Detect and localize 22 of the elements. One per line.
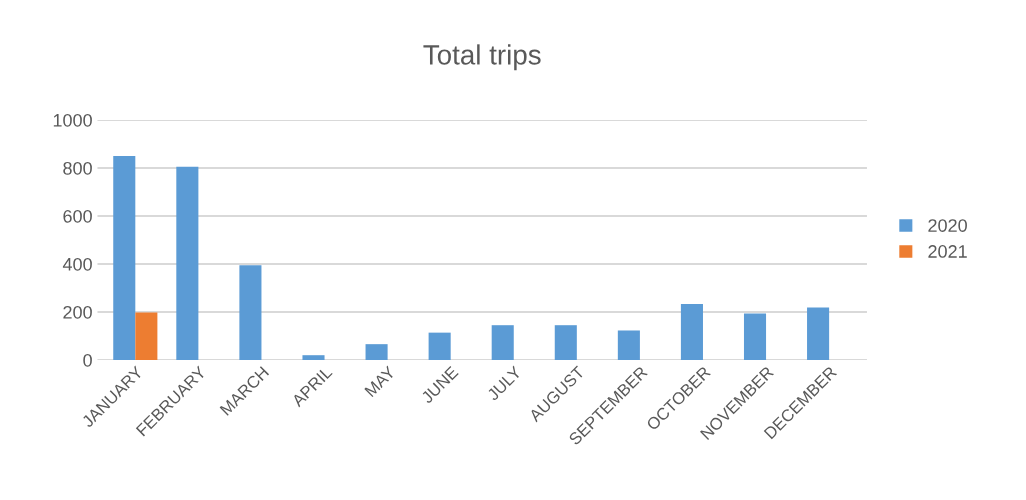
bar — [302, 355, 325, 360]
y-tick-label: 0 — [83, 353, 92, 367]
bar — [135, 312, 158, 360]
y-tick-label: 400 — [62, 257, 92, 271]
y-tick-label: 1000 — [53, 113, 92, 127]
y-tick-label: 600 — [63, 209, 92, 223]
chart-title: Total trips — [423, 44, 541, 71]
bar — [365, 344, 388, 360]
legend-label: 2021 — [928, 245, 967, 258]
bar — [617, 330, 640, 360]
bar — [807, 307, 830, 360]
bar — [113, 156, 136, 360]
legend-label: 2020 — [928, 219, 967, 232]
bar — [491, 325, 514, 360]
bar — [743, 313, 767, 360]
bar — [239, 265, 262, 360]
bar — [428, 332, 451, 360]
bar — [554, 325, 577, 360]
y-tick-label: 200 — [63, 305, 92, 319]
bar — [680, 304, 703, 360]
y-tick-label: 800 — [63, 161, 92, 175]
bar — [176, 166, 199, 360]
